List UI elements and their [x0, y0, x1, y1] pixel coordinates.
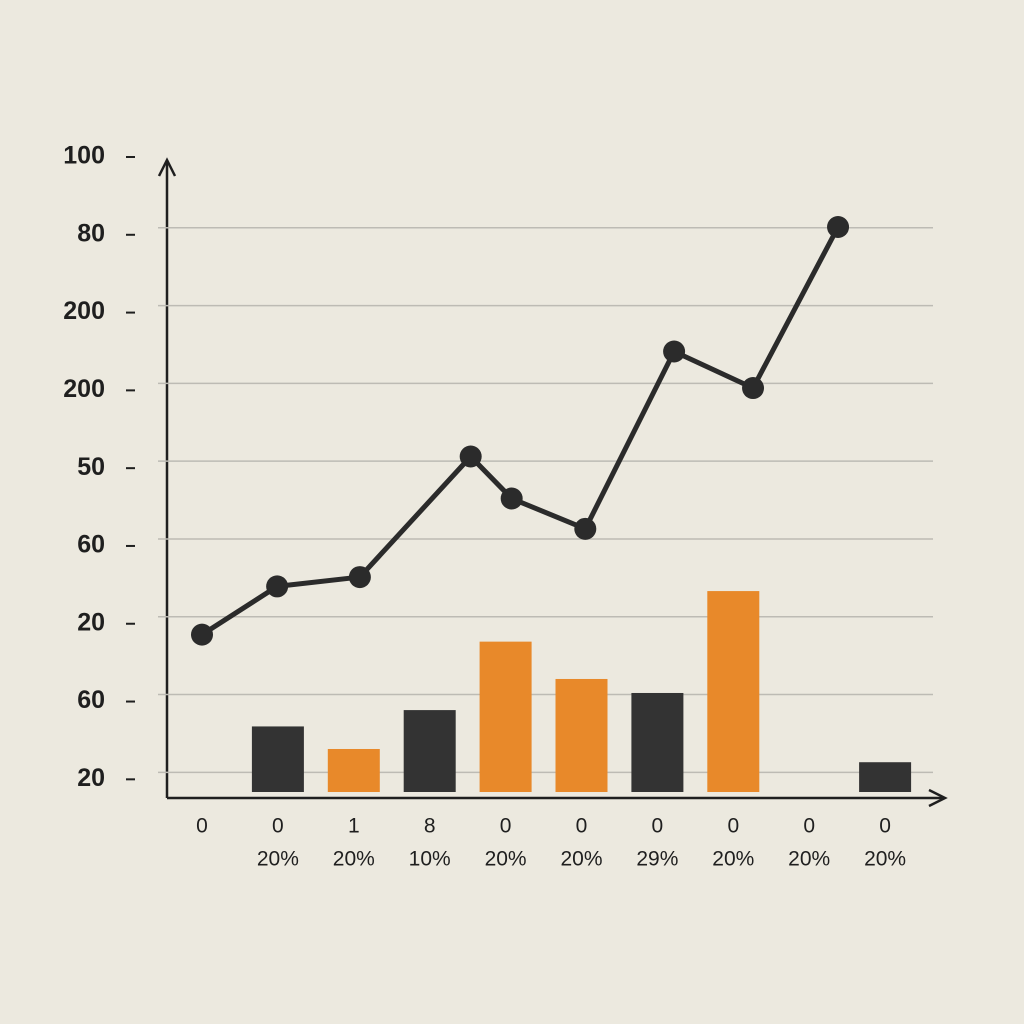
x-tick-sublabel: 20%: [560, 848, 602, 871]
bar: [707, 591, 760, 792]
y-tick-label: 20: [77, 764, 105, 792]
x-tick-sublabel: 20%: [257, 848, 299, 871]
line-point: [348, 566, 371, 589]
x-tick-label: 8: [424, 815, 436, 838]
x-tick-label: 1: [348, 815, 360, 838]
x-tick-label: 0: [272, 815, 284, 838]
y-tick-label: 20: [77, 608, 105, 636]
line-point: [459, 445, 482, 468]
bar: [251, 726, 304, 792]
y-tick-label: 100: [63, 142, 105, 170]
y-tick-label: 60: [77, 531, 105, 559]
y-tick-label: 60: [77, 686, 105, 714]
bar: [327, 748, 380, 792]
x-tick-sublabel: 20%: [333, 848, 375, 871]
x-tick-sublabel: 20%: [788, 848, 830, 871]
line-point: [663, 340, 686, 363]
x-tick-label: 0: [576, 815, 588, 838]
line: [200, 225, 841, 637]
y-axis-arrow: [157, 157, 177, 177]
line-point: [574, 517, 597, 540]
x-tick-label: 0: [727, 815, 739, 838]
line-point: [500, 487, 523, 510]
x-tick-label: 0: [879, 815, 891, 838]
y-tick-label: 200: [63, 375, 105, 403]
x-axis-arrow: [928, 788, 948, 808]
x-tick-label: 0: [196, 815, 208, 838]
line-point: [266, 575, 289, 598]
y-tick-label: 50: [77, 453, 105, 481]
bar: [631, 692, 684, 792]
y-tick-label: 200: [63, 297, 105, 325]
x-tick-sublabel: 29%: [636, 848, 678, 871]
x-tick-label: 0: [500, 815, 512, 838]
bar: [403, 710, 456, 792]
bar: [479, 641, 532, 792]
x-tick-sublabel: 20%: [485, 848, 527, 871]
y-tick-label: 80: [77, 219, 105, 247]
bar: [859, 762, 912, 792]
x-tick-label: 0: [652, 815, 664, 838]
x-tick-sublabel: 20%: [712, 848, 754, 871]
line-point: [742, 377, 765, 400]
bar: [555, 678, 608, 792]
x-tick-label: 0: [803, 815, 815, 838]
x-tick-sublabel: 20%: [864, 848, 906, 871]
line-point: [191, 623, 213, 646]
x-tick-sublabel: 10%: [409, 848, 451, 871]
line-point: [827, 216, 850, 239]
